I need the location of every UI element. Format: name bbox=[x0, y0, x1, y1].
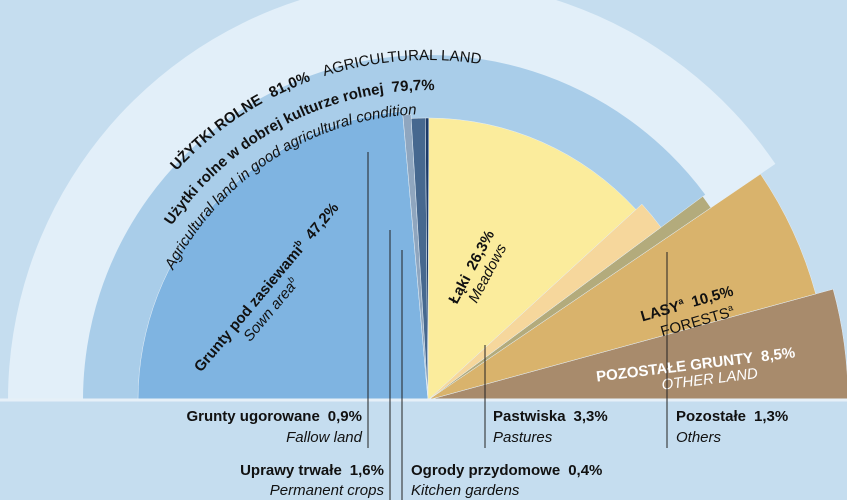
category-en: Permanent crops bbox=[270, 482, 385, 499]
footnote: a bbox=[726, 302, 734, 313]
value-label: 1,6% bbox=[350, 462, 384, 479]
wedge bbox=[427, 288, 847, 401]
value-label: 1,3% bbox=[754, 408, 788, 425]
category-en: Pastures bbox=[493, 429, 553, 446]
value-label: 8,5% bbox=[760, 344, 796, 365]
wedge bbox=[402, 114, 429, 401]
category-name: Pastwiska bbox=[493, 408, 566, 425]
wedge bbox=[427, 203, 662, 401]
ring-value: 79,7% bbox=[391, 77, 435, 96]
value-label: 0,9% bbox=[328, 408, 362, 425]
category: Grunty ugorowane 0,9% bbox=[186, 408, 362, 425]
category: Pozostałe 1,3% bbox=[676, 408, 788, 425]
footnote: a bbox=[677, 295, 686, 306]
wedge bbox=[427, 117, 637, 401]
category-name: Pozostałe bbox=[676, 408, 746, 425]
category-name: Ogrody przydomowe bbox=[411, 462, 560, 479]
value-label: 0,4% bbox=[568, 462, 602, 479]
wedge bbox=[427, 196, 712, 401]
footnote: b bbox=[293, 237, 305, 248]
wedge bbox=[427, 173, 817, 401]
footnote: b bbox=[285, 274, 296, 284]
category-en: Fallow land bbox=[286, 429, 363, 446]
wedge bbox=[137, 110, 429, 401]
value-label: 3,3% bbox=[574, 408, 608, 425]
category-en: Kitchen gardens bbox=[411, 482, 520, 499]
category: Pastwiska 3,3% bbox=[493, 408, 608, 425]
wedges bbox=[8, 0, 847, 401]
category: Ogrody przydomowe 0,4% bbox=[411, 462, 602, 479]
category: Uprawy trwałe 1,6% bbox=[240, 462, 384, 479]
category-en: Others bbox=[676, 429, 722, 446]
category-name: Uprawy trwałe bbox=[240, 462, 342, 479]
category-name: Grunty ugorowane bbox=[186, 408, 319, 425]
